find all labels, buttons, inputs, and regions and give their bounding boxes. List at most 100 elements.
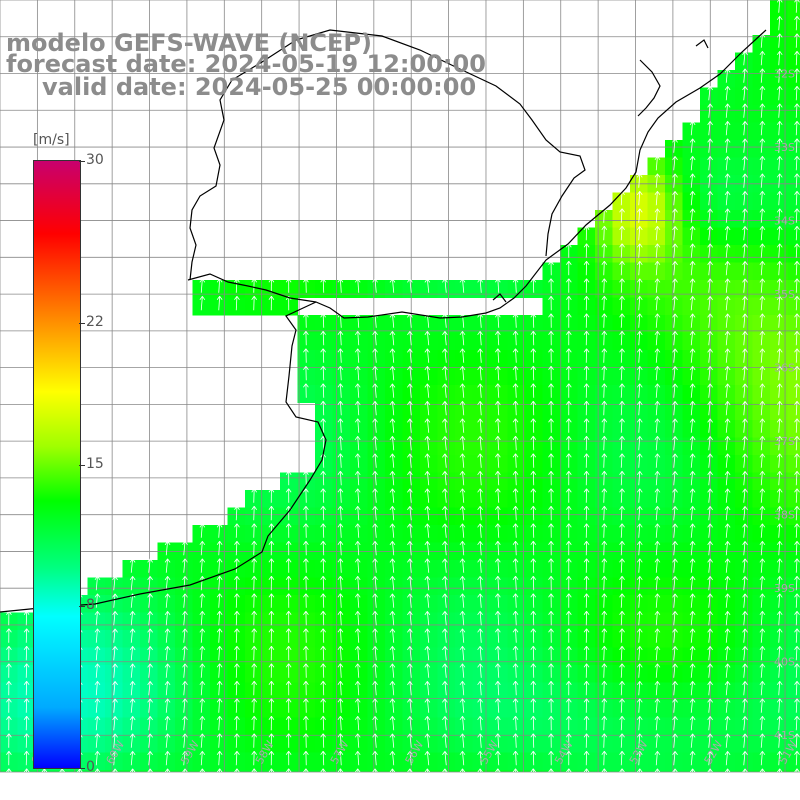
wind-arrow: [776, 506, 783, 521]
wind-speed-cell: [437, 560, 456, 578]
wind-arrow: [742, 366, 748, 381]
wind-arrow: [303, 278, 309, 293]
wind-arrow: [601, 296, 608, 311]
wind-arrow: [477, 383, 483, 398]
wind-speed-cell: [787, 385, 800, 403]
wind-arrow: [372, 453, 378, 468]
wind-speed-cell: [507, 630, 526, 648]
wind-arrow: [759, 313, 766, 328]
wind-arrow: [285, 646, 292, 661]
wind-arrow: [251, 663, 258, 678]
wind-arrow: [707, 593, 713, 608]
wind-speed-cell: [507, 315, 526, 333]
wind-arrow: [477, 593, 483, 608]
wind-arrow: [6, 646, 12, 661]
wind-speed-cell: [385, 665, 403, 683]
wind-arrow: [776, 436, 783, 451]
wind-arrow: [285, 576, 292, 591]
wind-arrow: [94, 768, 101, 772]
wind-speed-cell: [385, 717, 403, 736]
wind-arrow: [636, 418, 643, 433]
wind-arrow: [724, 383, 731, 398]
wind-arrow: [94, 593, 101, 608]
wind-arrow: [636, 401, 643, 416]
wind-arrow: [776, 261, 783, 276]
wind-arrow: [354, 576, 361, 591]
wind-arrow: [216, 698, 223, 713]
wind-arrow: [548, 471, 554, 486]
wind-speed-cell: [332, 420, 351, 438]
wind-arrow: [583, 418, 590, 433]
wind-arrow: [459, 698, 466, 713]
wind-arrow: [424, 733, 431, 748]
wind-arrow: [129, 681, 136, 696]
wind-arrow: [303, 313, 309, 328]
wind-arrow: [689, 436, 696, 451]
wind-speed-cell: [315, 647, 333, 666]
wind-arrow: [407, 366, 413, 381]
wind-arrow: [601, 751, 608, 766]
wind-speed-cell: [350, 385, 368, 403]
lat-tick-label: 37S: [774, 435, 795, 448]
wind-arrow: [424, 593, 431, 608]
wind-speed-cell: [332, 752, 351, 771]
wind-arrow: [303, 611, 309, 626]
wind-speed-cell: [367, 682, 386, 701]
wind-arrow: [794, 418, 800, 433]
wind-speed-cell: [402, 770, 421, 772]
wind-speed-cell: [315, 560, 333, 578]
wind-arrow: [742, 541, 748, 556]
wind-arrow: [724, 681, 731, 696]
wind-arrow: [424, 366, 431, 381]
wind-arrow: [742, 628, 748, 643]
wind-arrow: [337, 733, 344, 748]
wind-arrow: [601, 453, 608, 468]
wind-speed-cell: [595, 770, 613, 772]
wind-arrow: [459, 663, 466, 678]
wind-arrow: [320, 663, 326, 678]
wind-speed-cell: [437, 700, 456, 718]
wind-arrow: [251, 523, 258, 538]
wind-arrow: [601, 366, 608, 381]
wind-arrow: [442, 331, 448, 346]
wind-arrow: [442, 768, 448, 772]
wind-speed-cell: [367, 752, 386, 771]
wind-arrow: [724, 506, 731, 521]
wind-arrow: [759, 716, 766, 731]
wind-arrow: [442, 313, 448, 328]
wind-arrow: [636, 593, 643, 608]
wind-arrow: [707, 418, 713, 433]
wind-arrow: [216, 751, 223, 766]
wind-arrow: [530, 523, 537, 538]
wind-arrow: [234, 296, 240, 311]
wind-arrow: [794, 103, 800, 118]
wind-speed-cell: [507, 525, 526, 543]
wind-arrow: [601, 506, 608, 521]
wind-arrow: [147, 558, 153, 573]
wind-arrow: [601, 681, 608, 696]
wind-speed-cell: [367, 385, 386, 403]
wind-arrow: [407, 733, 413, 748]
wind-arrow: [636, 226, 643, 241]
wind-speed-cell: [787, 105, 800, 123]
wind-arrow: [407, 488, 413, 503]
wind-arrow: [251, 593, 258, 608]
wind-arrow: [285, 733, 292, 748]
wind-arrow: [216, 646, 223, 661]
wind-arrow: [776, 558, 783, 573]
wind-speed-cell: [472, 455, 491, 473]
wind-speed-cell: [490, 350, 508, 368]
wind-arrow: [636, 663, 643, 678]
wind-speed-cell: [315, 402, 333, 421]
wind-arrow: [724, 366, 731, 381]
wind-speed-cell: [385, 315, 403, 333]
wind-arrow: [320, 698, 326, 713]
wind-speed-cell: [490, 700, 508, 718]
wind-arrow: [742, 506, 748, 521]
wind-arrow: [320, 593, 326, 608]
wind-speed-cell: [507, 647, 526, 666]
wind-arrow: [112, 628, 118, 643]
wind-arrow: [129, 646, 136, 661]
wind-speed-cell: [472, 647, 491, 666]
wind-arrow: [303, 366, 309, 381]
